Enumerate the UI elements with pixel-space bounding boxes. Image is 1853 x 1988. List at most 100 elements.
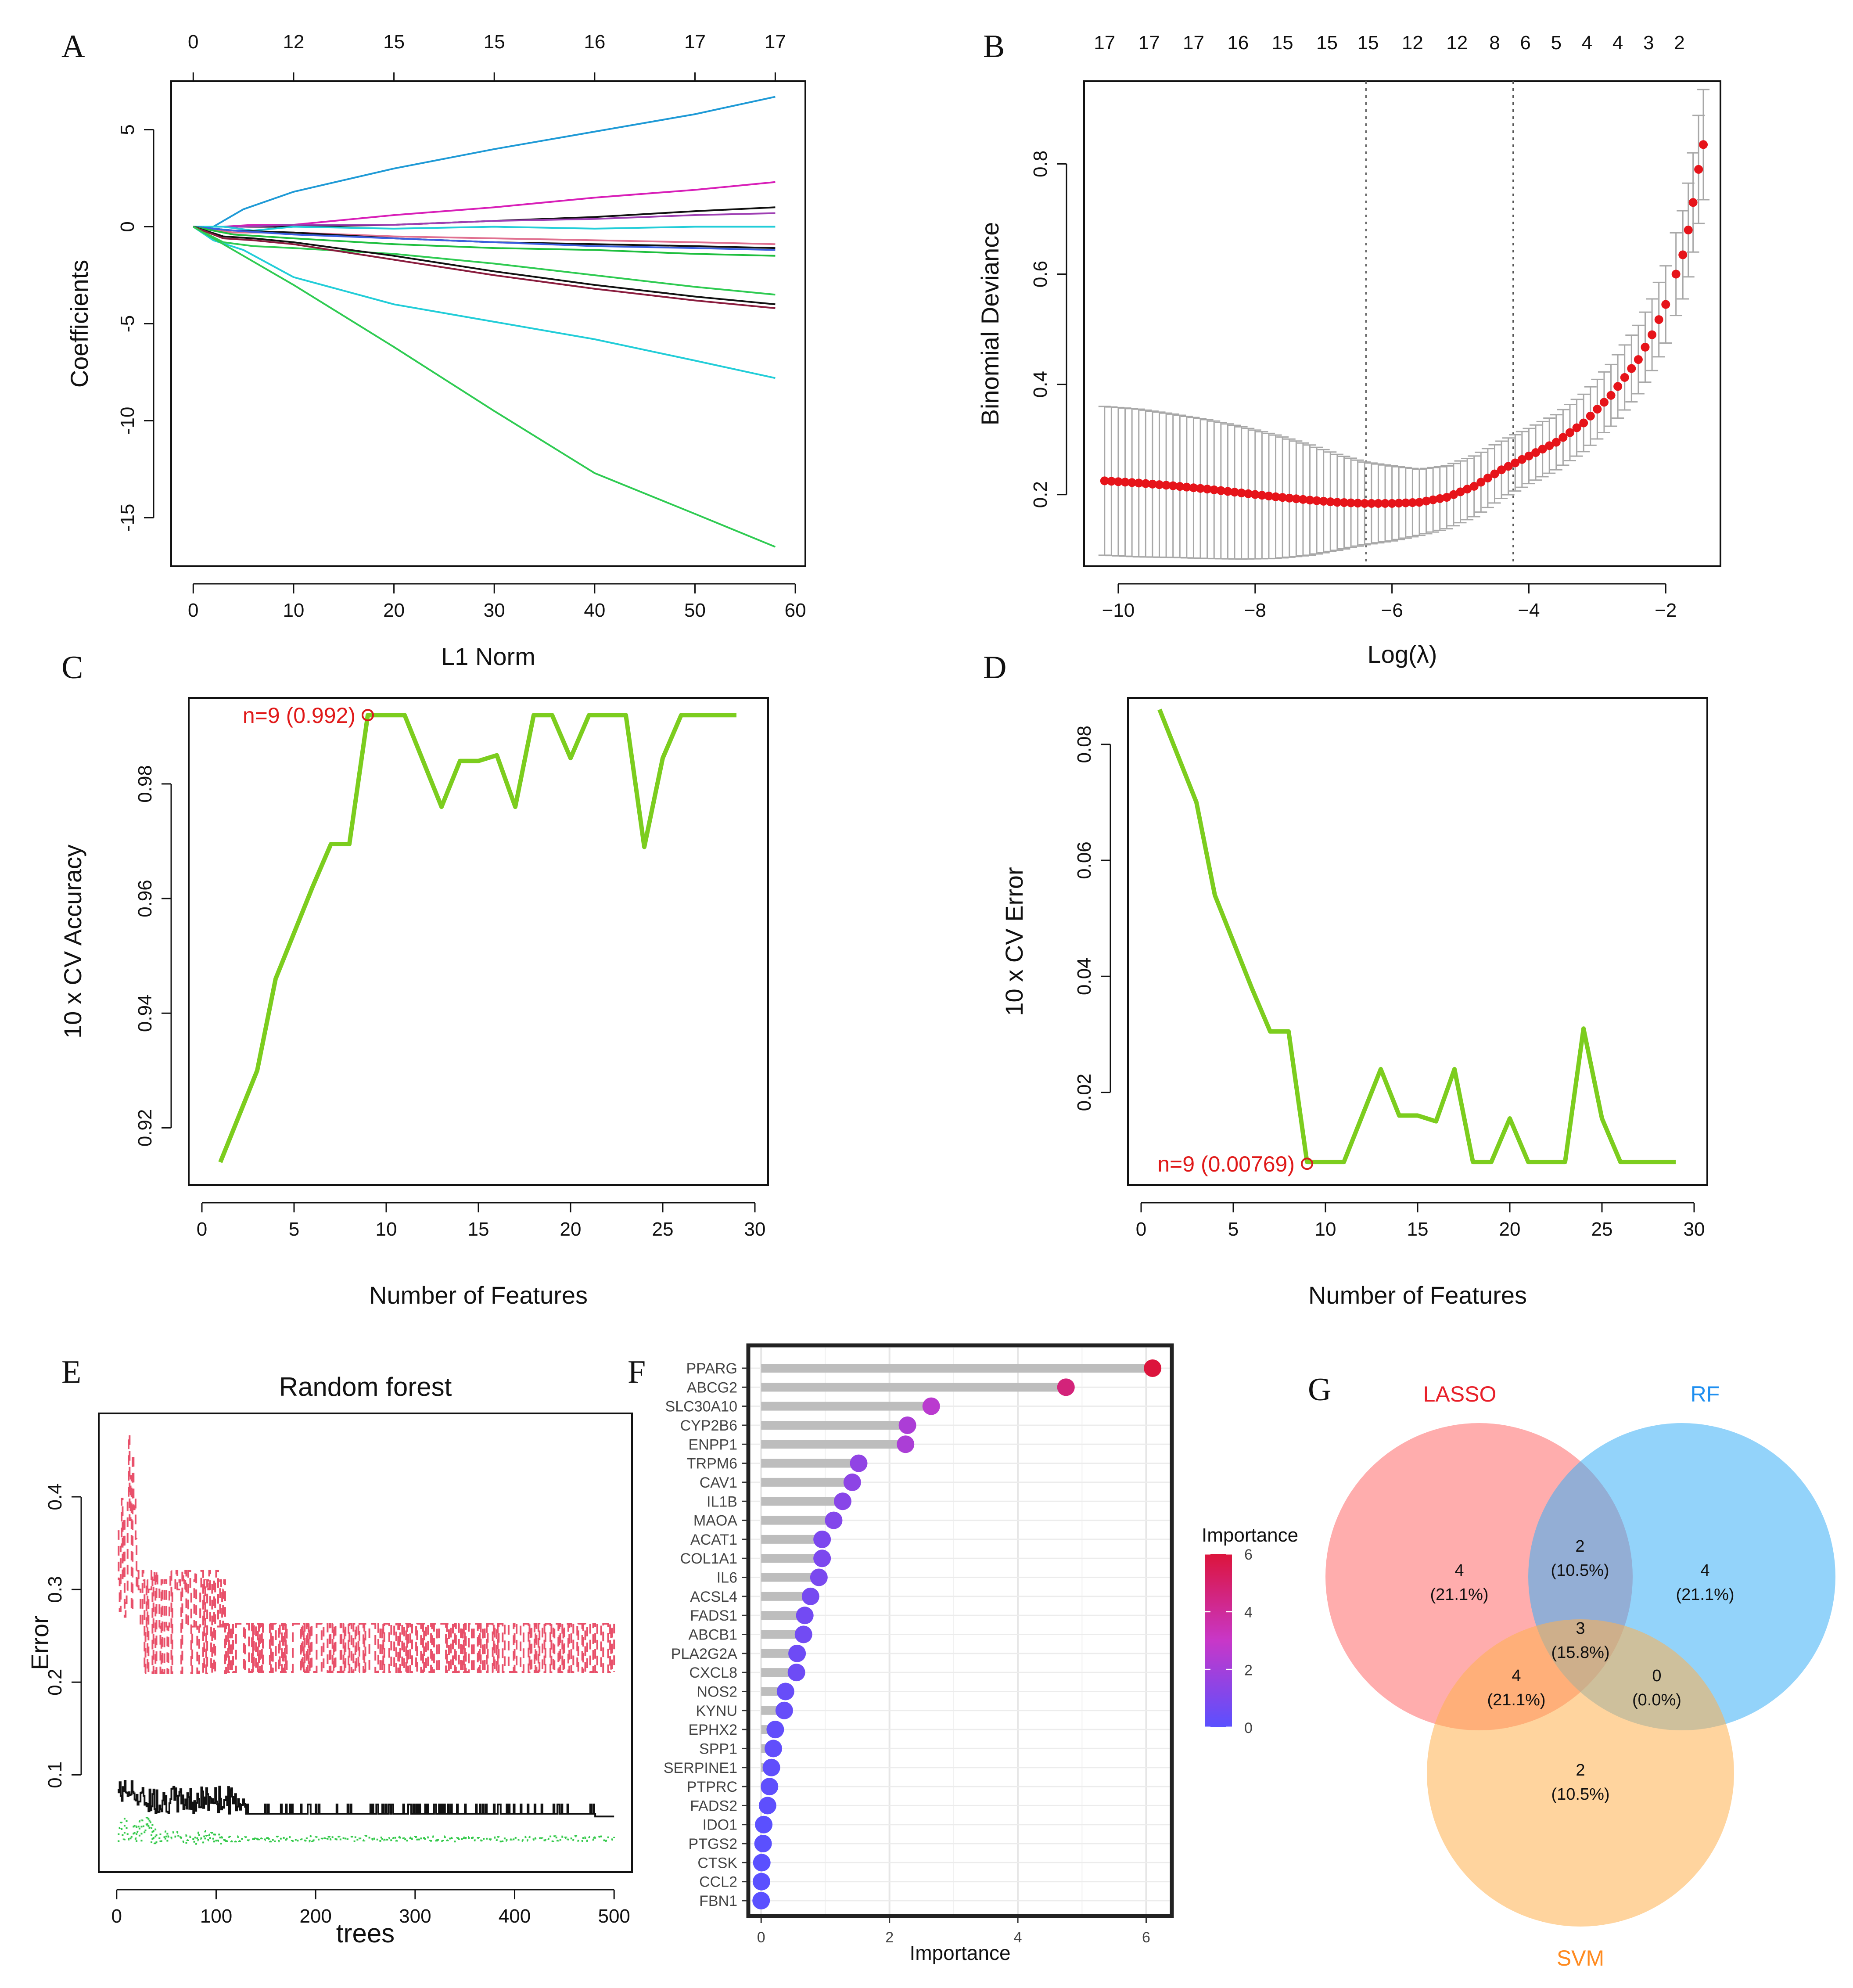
deviance-point: [1422, 496, 1431, 506]
panel-c-cv-accuracy: 0 5 10 15 20 25 30 0.92 0.94 0.96 0.98 n=9 (0.992) N…: [59, 697, 769, 1309]
top-count-label: 16: [1227, 32, 1249, 54]
deviance-point: [1347, 498, 1356, 507]
gene-label: KYNU: [696, 1703, 737, 1719]
venn-region-percent: (21.1%): [1430, 1585, 1488, 1604]
deviance-point: [1216, 486, 1225, 495]
deviance-point: [1593, 405, 1602, 414]
deviance-point: [1223, 487, 1232, 496]
deviance-point: [1210, 485, 1219, 494]
deviance-point: [1230, 488, 1239, 497]
y-tick-label: 0.1: [44, 1762, 66, 1788]
x-tick-label: −10: [1102, 600, 1135, 621]
venn-set-label: SVM: [1557, 1946, 1604, 1970]
y-tick-label: 0.04: [1074, 957, 1095, 995]
lollipop-dot: [825, 1511, 843, 1529]
panel-g-venn-diagram: LASSO RF SVM 4 (21.1%) 4 (21.1%) 2 (10.5%) 3 (15.8…: [1325, 1382, 1835, 1970]
x-tick-label: 6: [1142, 1929, 1150, 1946]
deviance-point: [1699, 140, 1708, 149]
gene-label: ABCG2: [687, 1379, 737, 1396]
deviance-point: [1134, 478, 1143, 488]
gene-label: IDO1: [703, 1817, 737, 1833]
x-tick-label: 40: [584, 600, 605, 621]
deviance-point: [1579, 418, 1588, 428]
lollipop-dot: [775, 1701, 793, 1719]
lollipop-dot: [813, 1530, 831, 1548]
legend-tick-label: 2: [1244, 1662, 1253, 1679]
gene-label: FADS1: [690, 1607, 737, 1624]
legend-tick-label: 4: [1244, 1604, 1253, 1621]
deviance-point: [1531, 448, 1541, 457]
panel-label-b: B: [983, 29, 1005, 65]
lollipop-dot: [1144, 1359, 1162, 1377]
lollipop-dot: [762, 1758, 780, 1776]
top-tick-label: 17: [765, 31, 786, 53]
venn-set-label: RF: [1691, 1382, 1720, 1406]
gene-label: PTPRC: [687, 1779, 737, 1795]
panel-label-d: D: [983, 650, 1006, 686]
x-tick-label: −4: [1518, 600, 1540, 621]
y-tick-label: -5: [117, 315, 138, 332]
x-axis-title: Number of Features: [1308, 1281, 1527, 1309]
x-tick-label: 2: [885, 1929, 894, 1946]
gene-label: SERPINE1: [664, 1760, 737, 1776]
deviance-point: [1694, 165, 1703, 174]
panel-f-importance-lollipop: PPARG ABCG2 SLC30A10 CYP2B6 ENPP1 TRPM6 CAV1 IL…: [664, 1343, 1298, 1964]
coefficient-path: [193, 226, 776, 245]
deviance-point: [1168, 481, 1178, 490]
x-tick-label: 30: [484, 600, 505, 621]
deviance-point: [1100, 476, 1109, 485]
top-count-label: 15: [1316, 32, 1338, 54]
deviance-point: [1387, 499, 1397, 508]
deviance-point: [1257, 491, 1267, 500]
gene-label: IL6: [717, 1570, 737, 1586]
coefficient-path: [193, 226, 776, 379]
x-tick-label: 50: [684, 600, 706, 621]
deviance-point: [1326, 497, 1335, 507]
y-tick-label: 0.6: [1030, 261, 1051, 288]
y-tick-label: 0.4: [1030, 371, 1051, 398]
error-line-oob: [118, 1780, 614, 1818]
x-tick-label: 20: [383, 600, 405, 621]
deviance-point: [1545, 441, 1554, 450]
top-count-label: 6: [1520, 32, 1530, 54]
top-count-label: 2: [1674, 32, 1684, 54]
venn-region-percent: (0.0%): [1632, 1691, 1681, 1709]
deviance-point: [1196, 484, 1205, 493]
lollipop-dot: [761, 1778, 779, 1796]
deviance-point: [1250, 490, 1260, 499]
coefficient-path: [193, 226, 776, 296]
deviance-point: [1360, 499, 1369, 508]
gene-label: CTSK: [697, 1855, 737, 1871]
x-tick-label: 5: [289, 1219, 299, 1240]
optimal-point: [362, 709, 374, 722]
gene-label: FADS2: [690, 1797, 737, 1814]
y-axis-title: 10 x CV Accuracy: [59, 845, 86, 1039]
x-tick-label: 500: [598, 1905, 630, 1927]
lollipop-dot: [755, 1815, 773, 1833]
error-line-class-1: [118, 1434, 615, 1674]
x-tick-label: 5: [1228, 1219, 1239, 1240]
panel-label-c: C: [61, 650, 83, 686]
deviance-point: [1244, 489, 1253, 498]
y-tick-label: -10: [117, 407, 138, 435]
deviance-point: [1113, 477, 1123, 486]
gene-label: TRPM6: [687, 1456, 737, 1472]
coefficient-path: [193, 206, 776, 228]
top-tick-label: 15: [484, 31, 505, 53]
plot-frame: [170, 80, 806, 567]
lollipop-dot: [813, 1549, 831, 1567]
lollipop-dot: [758, 1797, 776, 1815]
deviance-point: [1339, 498, 1349, 507]
lollipop-dot: [843, 1473, 861, 1491]
deviance-point: [1572, 423, 1581, 432]
deviance-point: [1292, 494, 1301, 503]
accuracy-line: [218, 713, 736, 1163]
venn-region-count: 2: [1575, 1537, 1584, 1556]
deviance-point: [1237, 488, 1246, 497]
deviance-point: [1648, 330, 1657, 339]
deviance-point: [1606, 391, 1616, 400]
y-tick-label: -15: [117, 504, 138, 532]
deviance-point: [1678, 250, 1688, 259]
